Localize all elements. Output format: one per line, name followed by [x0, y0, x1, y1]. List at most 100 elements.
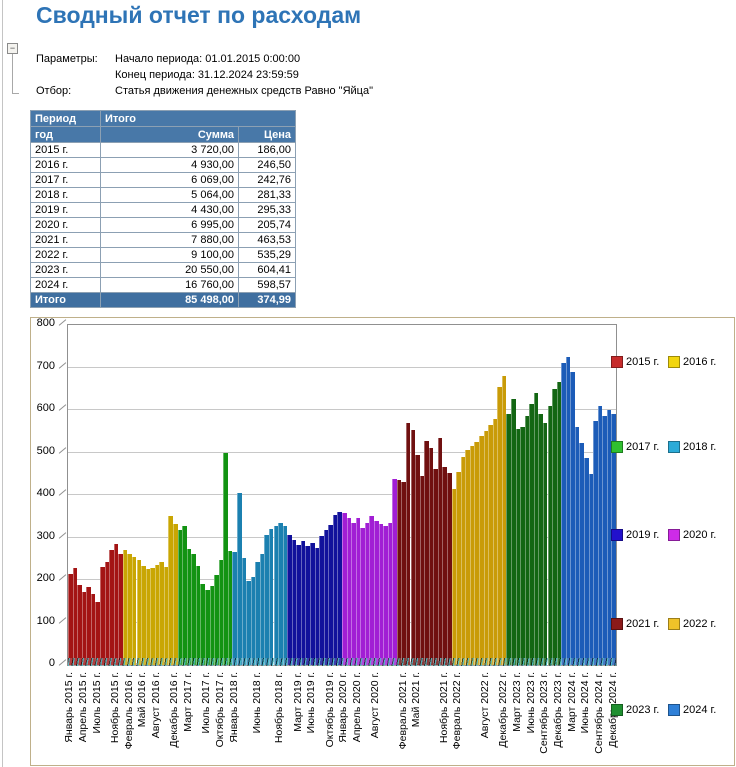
bar[interactable]: [68, 573, 73, 665]
bar[interactable]: [150, 568, 155, 665]
bar[interactable]: [501, 376, 507, 665]
bar[interactable]: [191, 553, 196, 665]
bar[interactable]: [109, 550, 114, 665]
year-cell[interactable]: 2021 г.: [30, 232, 101, 248]
table-row[interactable]: 2024 г. 16 760,00 598,57: [30, 277, 296, 293]
bar[interactable]: [556, 382, 562, 665]
bar[interactable]: [547, 405, 553, 665]
bar[interactable]: [602, 416, 607, 665]
bar[interactable]: [465, 450, 470, 665]
price-cell[interactable]: 463,53: [238, 232, 296, 248]
price-cell[interactable]: 598,57: [238, 277, 296, 293]
price-cell[interactable]: 281,33: [238, 187, 296, 203]
bar[interactable]: [332, 515, 338, 665]
bar[interactable]: [515, 429, 521, 665]
bar[interactable]: [300, 540, 306, 665]
sum-cell[interactable]: 9 100,00: [100, 247, 239, 263]
bar[interactable]: [565, 356, 571, 665]
sum-cell[interactable]: 6 069,00: [100, 172, 239, 188]
bar[interactable]: [410, 429, 416, 665]
year-cell[interactable]: 2017 г.: [30, 172, 101, 188]
bar[interactable]: [469, 446, 475, 665]
bar[interactable]: [524, 416, 530, 665]
bar[interactable]: [214, 574, 219, 665]
bar[interactable]: [460, 456, 466, 665]
year-cell[interactable]: 2024 г.: [30, 277, 101, 293]
bar[interactable]: [401, 482, 406, 665]
bar[interactable]: [310, 542, 315, 665]
bar[interactable]: [145, 569, 151, 665]
bar[interactable]: [141, 566, 146, 665]
bar[interactable]: [259, 553, 265, 665]
table-row[interactable]: 2018 г. 5 064,00 281,33: [30, 187, 296, 203]
bar[interactable]: [200, 584, 205, 665]
price-cell[interactable]: 242,76: [238, 172, 296, 188]
bar[interactable]: [136, 559, 142, 665]
bar[interactable]: [296, 544, 301, 665]
bar[interactable]: [264, 535, 269, 665]
bar[interactable]: [378, 523, 384, 665]
price-cell[interactable]: 246,50: [238, 157, 296, 173]
bar[interactable]: [173, 523, 178, 665]
sum-cell[interactable]: 4 430,00: [100, 202, 239, 218]
bar[interactable]: [195, 566, 201, 665]
table-row[interactable]: 2020 г. 6 995,00 205,74: [30, 217, 296, 233]
sum-cell[interactable]: 5 064,00: [100, 187, 239, 203]
bar[interactable]: [479, 435, 484, 665]
bar[interactable]: [346, 518, 352, 665]
bar[interactable]: [533, 393, 539, 665]
year-cell[interactable]: 2022 г.: [30, 247, 101, 263]
table-row[interactable]: 2022 г. 9 100,00 535,29: [30, 247, 296, 263]
bar[interactable]: [255, 562, 260, 665]
price-cell[interactable]: 186,00: [238, 142, 296, 158]
bar[interactable]: [428, 448, 434, 665]
price-cell[interactable]: 604,41: [238, 262, 296, 278]
sum-cell[interactable]: 7 880,00: [100, 232, 239, 248]
bar[interactable]: [154, 565, 160, 665]
bar[interactable]: [520, 427, 525, 665]
bar[interactable]: [570, 371, 575, 665]
bar[interactable]: [227, 551, 233, 665]
table-row[interactable]: 2019 г. 4 430,00 295,33: [30, 202, 296, 218]
bar[interactable]: [232, 551, 237, 665]
bar[interactable]: [433, 468, 438, 665]
bar[interactable]: [506, 414, 511, 665]
bar[interactable]: [419, 475, 425, 665]
price-cell[interactable]: 205,74: [238, 217, 296, 233]
bar[interactable]: [168, 516, 174, 665]
bar[interactable]: [268, 529, 274, 665]
bar[interactable]: [588, 473, 594, 665]
bar[interactable]: [81, 591, 87, 665]
bar[interactable]: [488, 424, 493, 665]
bar[interactable]: [579, 442, 585, 665]
bar[interactable]: [474, 441, 479, 665]
bar[interactable]: [177, 529, 183, 665]
bar[interactable]: [250, 576, 256, 665]
bar[interactable]: [456, 471, 461, 665]
price-cell[interactable]: 295,33: [238, 202, 296, 218]
table-row[interactable]: 2016 г. 4 930,00 246,50: [30, 157, 296, 173]
bar[interactable]: [291, 539, 297, 665]
bar[interactable]: [118, 553, 123, 665]
bar[interactable]: [209, 585, 215, 665]
bar[interactable]: [538, 414, 543, 665]
bar[interactable]: [328, 524, 333, 665]
bar[interactable]: [314, 547, 320, 665]
bar[interactable]: [104, 562, 110, 665]
bar[interactable]: [542, 422, 548, 665]
sum-cell[interactable]: 6 995,00: [100, 217, 239, 233]
bar[interactable]: [483, 431, 489, 665]
table-row[interactable]: 2021 г. 7 880,00 463,53: [30, 232, 296, 248]
bar[interactable]: [597, 405, 603, 665]
bar[interactable]: [223, 452, 228, 665]
bar[interactable]: [574, 427, 580, 665]
sum-cell[interactable]: 4 930,00: [100, 157, 239, 173]
bar[interactable]: [355, 518, 361, 665]
bar[interactable]: [373, 520, 379, 665]
collapse-group-button[interactable]: −: [7, 43, 18, 54]
total-price[interactable]: 374,99: [238, 292, 296, 308]
bar[interactable]: [241, 557, 247, 665]
bar[interactable]: [273, 526, 279, 665]
bar[interactable]: [606, 410, 612, 665]
table-row[interactable]: 2017 г. 6 069,00 242,76: [30, 172, 296, 188]
